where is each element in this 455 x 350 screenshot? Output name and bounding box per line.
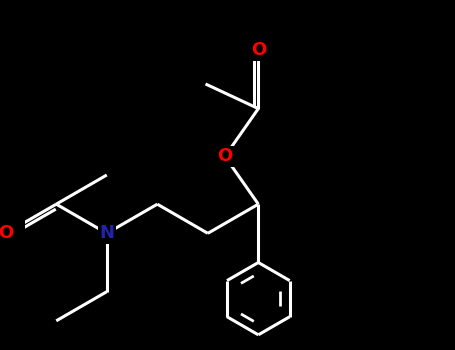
Text: O: O xyxy=(0,224,13,242)
Text: N: N xyxy=(99,224,114,242)
Text: O: O xyxy=(217,147,233,166)
Text: O: O xyxy=(251,41,266,59)
